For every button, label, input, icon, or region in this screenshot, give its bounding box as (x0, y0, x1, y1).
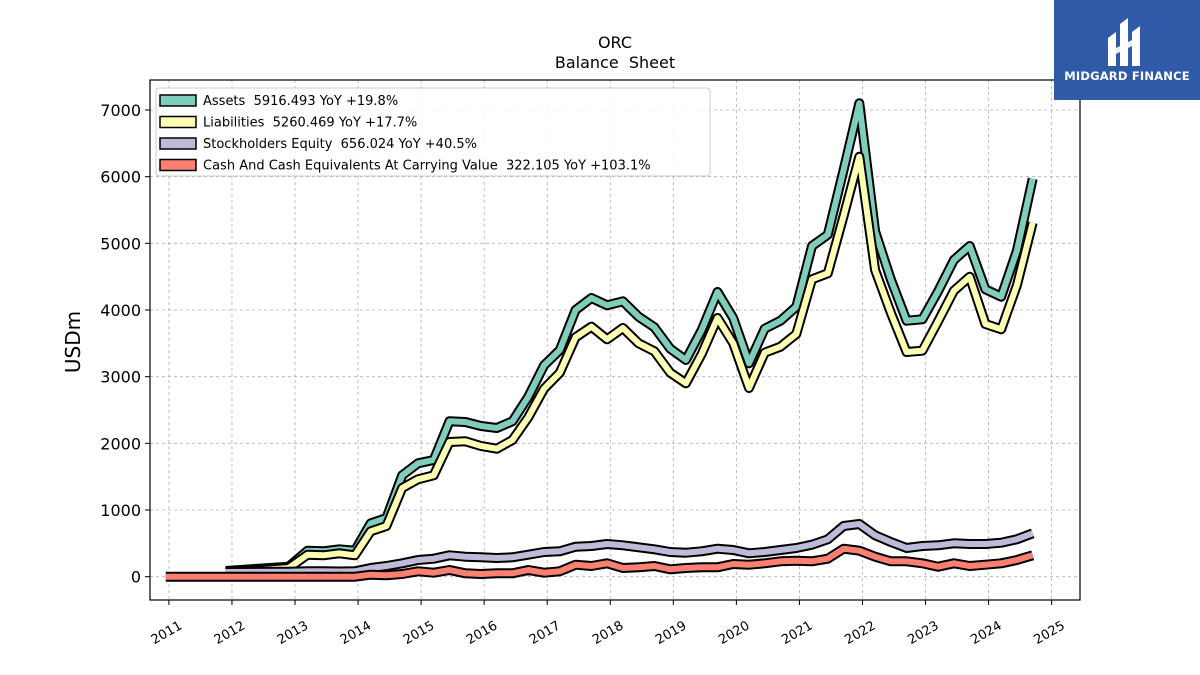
x-tick-label: 2015 (401, 618, 437, 648)
y-axis: 0 1000 2000 3000 4000 5000 6000 7000 (100, 101, 150, 587)
series-line-3 (165, 545, 1034, 580)
y-tick-label: 5000 (100, 234, 141, 253)
legend-box (155, 87, 711, 177)
x-tick-label: 2012 (212, 618, 248, 648)
legend-entry-2: Stockholders Equity 656.024 YoY +40.5% (203, 137, 477, 152)
x-tick-label: 2016 (464, 618, 500, 648)
chart-subtitle: Balance Sheet (555, 53, 675, 72)
plot-frame (149, 79, 1081, 601)
x-tick-label: 2024 (968, 618, 1004, 648)
y-tick-label: 6000 (100, 168, 141, 187)
chart-title: ORC (598, 33, 632, 52)
y-tick-label: 0 (131, 568, 141, 587)
legend-swatch-0 (159, 94, 197, 107)
y-tick-label: 2000 (100, 434, 141, 453)
y-tick-label: 3000 (100, 368, 141, 387)
x-tick-label: 2020 (716, 618, 752, 648)
x-tick-label: 2021 (779, 618, 815, 648)
series-outline-1 (225, 151, 1038, 578)
x-tick-label: 2022 (842, 618, 878, 648)
y-axis-label: USDm (61, 311, 85, 373)
x-tick-label: 2014 (338, 618, 374, 648)
legend-swatch-2 (159, 137, 197, 150)
series-line-1 (225, 153, 1036, 576)
x-tick-label: 2018 (590, 618, 626, 648)
y-tick-label: 1000 (100, 501, 141, 520)
x-tick-label: 2023 (905, 618, 941, 648)
series-layer (165, 98, 1038, 582)
series-line-0 (225, 100, 1036, 574)
brand-logo-box: MIDGARD FINANCE (1054, 0, 1200, 100)
legend-swatch-3 (159, 158, 197, 172)
y-tick-label: 7000 (100, 101, 141, 120)
legend-swatch-1 (159, 115, 197, 129)
x-tick-label: 2017 (527, 618, 563, 648)
x-tick-label: 2019 (653, 618, 689, 648)
x-tick-label: 2011 (149, 618, 185, 648)
y-tick-label: 4000 (100, 301, 141, 320)
x-tick-label: 2013 (275, 618, 311, 648)
midgard-logo-icon (1108, 18, 1140, 66)
legend: Assets 5916.493 YoY +19.8% Liabilities 52… (155, 87, 711, 177)
legend-entry-1: Liabilities 5260.469 YoY +17.7% (203, 116, 417, 131)
x-tick-label: 2025 (1031, 618, 1067, 648)
legend-entry-3: Cash And Cash Equivalents At Carrying Va… (203, 159, 651, 174)
x-axis: 2011 2012 2013 2014 2015 2016 2017 2018 2019 2020… (149, 600, 1068, 648)
legend-entry-0: Assets 5916.493 YoY +19.8% (203, 94, 398, 109)
brand-name: MIDGARD FINANCE (1064, 69, 1190, 83)
series-line-2 (225, 521, 1034, 575)
